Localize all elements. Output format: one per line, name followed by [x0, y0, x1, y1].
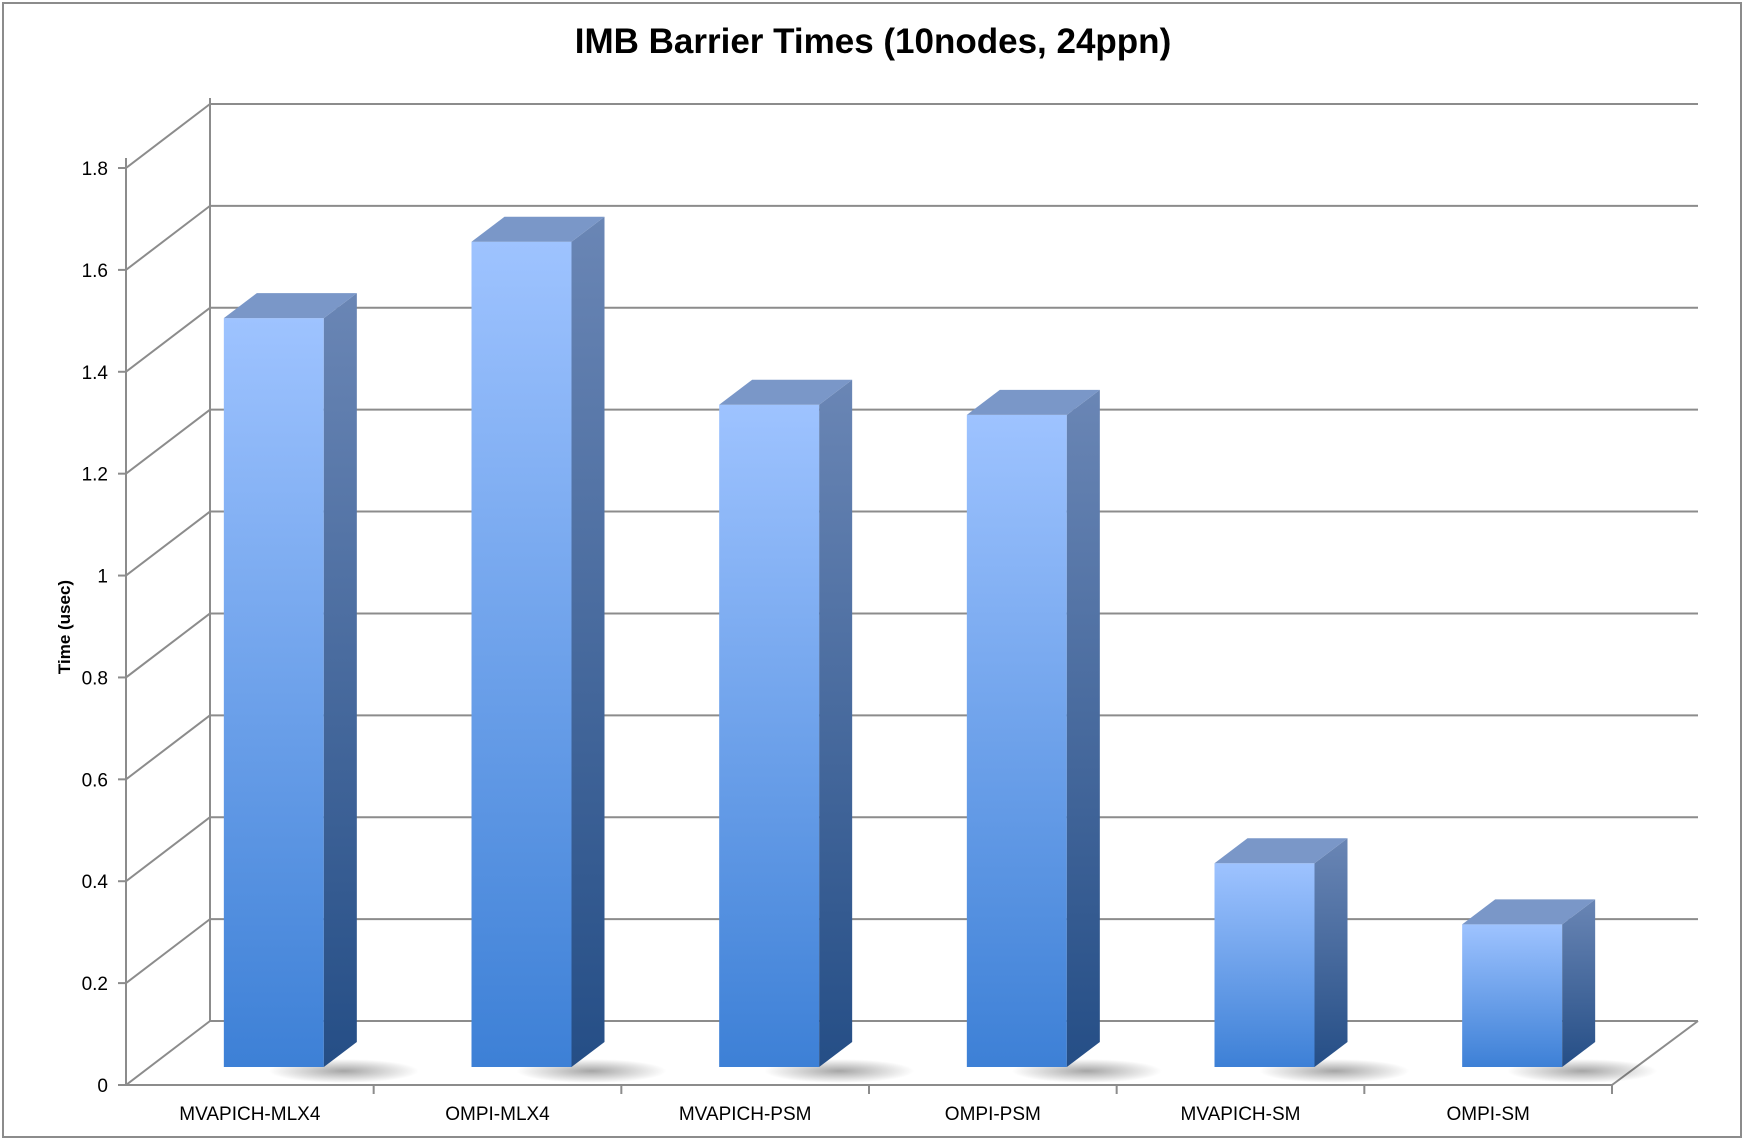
- gridline-diagonal: [125, 612, 211, 679]
- gridline-diagonal: [125, 103, 211, 169]
- bar-top: [1214, 838, 1348, 864]
- bar-front: [471, 241, 572, 1067]
- bar-top: [719, 379, 853, 405]
- gridline-diagonal: [125, 205, 211, 271]
- x-category-label: MVAPICH-MLX4: [179, 1104, 321, 1125]
- bar-front: [719, 404, 820, 1067]
- bar-top: [1462, 899, 1596, 925]
- bar-side: [1066, 389, 1100, 1067]
- y-tick-label: 0: [97, 1076, 108, 1097]
- x-category-label: MVAPICH-PSM: [679, 1104, 812, 1125]
- bar-top: [471, 216, 605, 242]
- labels-layer: 0 0.2 0.4 0.6 0.8 1 1.2 1.4 1.6 1.8 MVAPICH-MLX4 OM…: [82, 159, 1530, 1125]
- bar-side: [819, 379, 853, 1067]
- y-axis-title: Time (usec): [55, 580, 74, 674]
- bar-group: [1462, 899, 1658, 1083]
- y-tick-label: 1.8: [82, 159, 108, 180]
- x-category-label: OMPI-MLX4: [445, 1104, 550, 1125]
- gridline-diagonal: [125, 408, 211, 475]
- y-tick-label: 0.4: [82, 872, 109, 893]
- gridline-diagonal: [125, 306, 211, 373]
- bar-side: [1314, 838, 1348, 1067]
- y-tick-label: 0.8: [82, 668, 108, 689]
- bar-front: [966, 414, 1067, 1067]
- y-tick-label: 0.6: [82, 770, 108, 791]
- gridline-diagonal: [125, 714, 211, 781]
- bar-front: [1462, 924, 1563, 1067]
- bar-side: [1562, 899, 1596, 1067]
- bar-top: [223, 293, 357, 319]
- bar-side: [571, 216, 605, 1067]
- y-tick-label: 1: [97, 567, 108, 588]
- grid-layer: [118, 98, 1699, 1094]
- bar-group: [719, 379, 915, 1083]
- gridline-diagonal: [125, 1020, 211, 1086]
- y-tick-label: 1.6: [82, 261, 108, 282]
- y-tick-label: 1.2: [82, 465, 108, 486]
- bar-top: [966, 389, 1100, 415]
- chart-title: IMB Barrier Times (10nodes, 24ppn): [574, 22, 1172, 61]
- gridline-diagonal: [125, 816, 211, 883]
- x-category-label: MVAPICH-SM: [1181, 1104, 1301, 1125]
- y-tick-label: 1.4: [82, 363, 109, 384]
- bar-group: [471, 216, 667, 1083]
- bar-front: [1214, 863, 1315, 1067]
- bar-side: [323, 293, 357, 1067]
- bar-group: [1214, 838, 1410, 1083]
- bars-layer: [223, 216, 1658, 1083]
- bar-group: [223, 293, 419, 1083]
- y-tick-label: 0.2: [82, 974, 108, 995]
- x-category-label: OMPI-PSM: [945, 1104, 1041, 1125]
- bar-front: [223, 318, 324, 1067]
- gridline-diagonal: [125, 510, 211, 577]
- gridline-diagonal: [125, 918, 211, 984]
- x-category-label: OMPI-SM: [1446, 1104, 1529, 1125]
- bar-group: [966, 389, 1162, 1083]
